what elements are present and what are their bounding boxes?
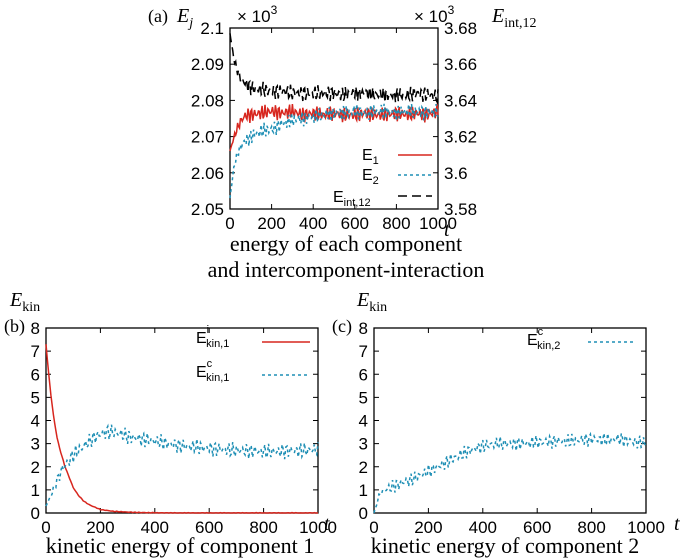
- panel-b-legend: Ei kin,1 Ec kin,1: [196, 324, 310, 384]
- panel-a-tag: (a): [148, 6, 168, 27]
- panel-a-series: [229, 33, 439, 199]
- panel-b-xtick-label: 800: [249, 518, 277, 537]
- panel-b-series: [45, 344, 319, 514]
- legend-a-label-2: E2: [362, 167, 379, 187]
- panel-a-xtick-label: 400: [299, 214, 327, 233]
- panel-b-ytick-label: 7: [31, 342, 40, 361]
- panel-a-scale-left: × 103: [237, 3, 278, 26]
- panel-a-ylabel-left: Ej: [176, 5, 193, 31]
- legend-c-label-1: Ec kin,2: [527, 326, 560, 352]
- panel-c-xtick-label: 800: [577, 518, 605, 537]
- panel-a-scale-left-exp: 3: [271, 3, 278, 17]
- panel-b-ytick-label: 8: [31, 319, 40, 338]
- panel-a-xlabel: t: [444, 219, 450, 241]
- panel-c-ytick-label: 8: [359, 319, 368, 338]
- panel-c-plot-frame: [373, 327, 647, 514]
- panel-a-plot-frame: [229, 27, 439, 210]
- panel-c-ytick-label: 0: [359, 504, 368, 523]
- panel-b-ytick-label: 3: [31, 435, 40, 454]
- panel-a-xtick-label: 0: [225, 214, 234, 233]
- legend-b-label-2: Ec kin,1: [196, 358, 229, 384]
- panel-b-ytick-label: 4: [31, 412, 40, 431]
- panel-a-caption-line2: and intercomponent-interaction: [208, 257, 485, 282]
- panel-c-caption: kinetic energy of component 2: [371, 533, 639, 558]
- panel-a-ytick-label-right: 3.68: [444, 19, 477, 38]
- panel-a-ytick-label-right: 3.58: [444, 200, 477, 219]
- panel-b-series-2: [45, 423, 319, 507]
- panel-c-series: [373, 431, 647, 514]
- legend-b-label-1: Ei kin,1: [196, 324, 229, 350]
- panel-c-ytick-label: 3: [359, 435, 368, 454]
- panel-a-ticks: 0 200 400 600 800 1000 2.05 2.06 2.07 2.08 2.09 2.1…: [191, 19, 477, 233]
- panel-a-series-1: [229, 103, 439, 152]
- panel-c-xtick-label: 200: [414, 518, 442, 537]
- panel-a-ytick-label-right: 3.62: [444, 128, 477, 147]
- panel-b-xlabel: t: [324, 513, 330, 535]
- panel-a-ytick-label: 2.07: [191, 128, 224, 147]
- panel-b-xtick-label: 0: [41, 518, 50, 537]
- panel-b-tag: (b): [4, 316, 25, 337]
- panel-b-series-1: [45, 344, 319, 514]
- panel-a-ylabel-right: Eint,12: [491, 5, 537, 31]
- panel-b-xtick-label: 1000: [299, 518, 337, 537]
- panel-c-ylabel: Ekin: [356, 289, 387, 315]
- panel-b-ylabel: Ekin: [9, 289, 40, 315]
- panel-c-series-1: [373, 431, 647, 514]
- panel-a-ytick-label-right: 3.66: [444, 55, 477, 74]
- panel-b-ytick-label: 6: [31, 365, 40, 384]
- panel-b-ytick-label: 2: [31, 458, 40, 477]
- panel-a-ytick-label: 2.09: [191, 55, 224, 74]
- panel-a-ylabel-right-sub: int,12: [504, 16, 536, 31]
- panel-a-ytick-label-right: 3.6: [444, 164, 468, 183]
- panel-a-ytick-label: 2.05: [191, 200, 224, 219]
- panel-c-tag: (c): [332, 316, 352, 337]
- panel-c-xtick-label: 400: [469, 518, 497, 537]
- panel-a-scale-right: × 103: [414, 3, 455, 26]
- panel-a-scale-right-exp: 3: [448, 3, 455, 17]
- panel-a-series-2: [229, 103, 439, 199]
- panel-b-xtick-label: 400: [141, 518, 169, 537]
- panel-a-xtick-label: 600: [341, 214, 369, 233]
- panel-a-legend: E1 E2 Eint,12: [333, 147, 432, 209]
- panel-b-caption: kinetic energy of component 1: [46, 533, 314, 558]
- panel-b-plot-frame: [45, 327, 319, 514]
- panel-c-ytick-label: 5: [359, 388, 368, 407]
- panel-c-ytick-label: 2: [359, 458, 368, 477]
- panel-b-ylabel-sub: kin: [22, 300, 40, 315]
- panel-a-xtick-label: 1000: [419, 214, 457, 233]
- panel-a-ytick-label: 2.1: [200, 19, 224, 38]
- panel-c-ylabel-sub: kin: [369, 300, 387, 315]
- panel-c-ytick-label: 1: [359, 481, 368, 500]
- panel-c-ytick-label: 6: [359, 365, 368, 384]
- panel-b-xtick-label: 200: [86, 518, 114, 537]
- panel-a-xtick-label: 800: [382, 214, 410, 233]
- panel-b-ytick-label: 5: [31, 388, 40, 407]
- panel-a: 0 200 400 600 800 1000 2.05 2.06 2.07 2.08 2.09 2.1…: [148, 3, 537, 282]
- panel-a-series-3: [229, 33, 439, 105]
- panel-c-xtick-label: 0: [369, 518, 378, 537]
- panel-b-ytick-label: 0: [31, 504, 40, 523]
- legend-a-label-1: E1: [362, 147, 379, 167]
- panel-c-xlabel: t: [674, 513, 680, 535]
- panel-b-xtick-label: 600: [195, 518, 223, 537]
- panel-c-xtick-label: 600: [523, 518, 551, 537]
- panel-c-legend: Ec kin,2: [527, 326, 636, 352]
- panel-c-ytick-label: 4: [359, 412, 368, 431]
- panel-b-ytick-label: 1: [31, 481, 40, 500]
- panel-c-ytick-label: 7: [359, 342, 368, 361]
- panel-a-ytick-label-right: 3.64: [444, 91, 477, 110]
- panel-a-xtick-label: 200: [257, 214, 285, 233]
- panel-a-ytick-label: 2.08: [191, 91, 224, 110]
- panel-c-xtick-label: 1000: [627, 518, 665, 537]
- legend-a-label-3: Eint,12: [333, 189, 371, 209]
- panel-a-ytick-label: 2.06: [191, 164, 224, 183]
- panel-a-ylabel-left-sub: j: [187, 16, 193, 31]
- panel-a-caption-line1: energy of each component: [230, 231, 462, 256]
